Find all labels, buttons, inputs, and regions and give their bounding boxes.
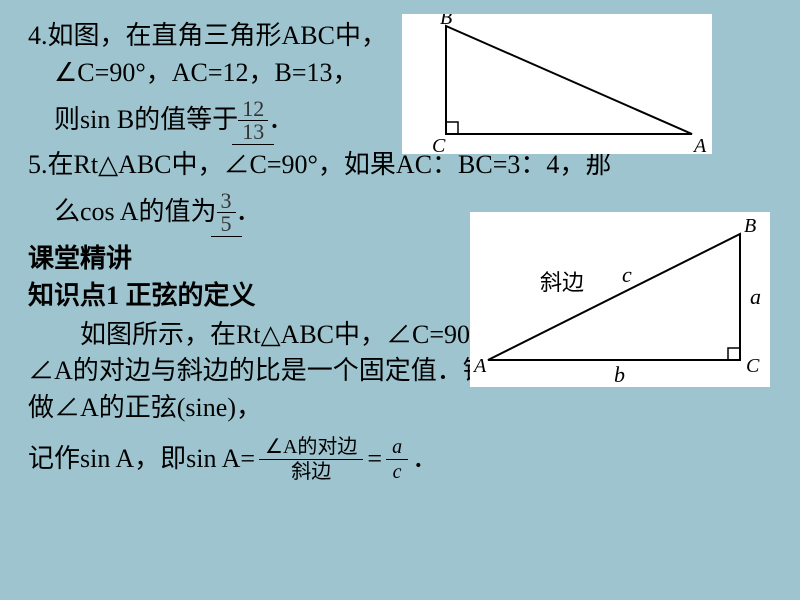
svg-text:b: b: [614, 362, 625, 387]
svg-text:a: a: [750, 284, 761, 309]
svg-text:斜边: 斜边: [540, 270, 584, 295]
triangle-1-svg: B C A: [402, 14, 712, 154]
svg-text:C: C: [432, 135, 446, 154]
lecture-formula: 记作sin A，即sin A= ∠A的对边 斜边 = a c ．: [28, 435, 772, 484]
svg-text:C: C: [746, 355, 760, 377]
svg-text:c: c: [622, 262, 632, 287]
figure-triangle-2: A B C 斜边 c a b: [470, 212, 770, 387]
fraction-opposite-over-hyp: ∠A的对边 斜边: [259, 435, 363, 484]
figure-triangle-1: B C A: [402, 14, 712, 154]
q4-blank-fraction: 12 13: [238, 98, 268, 143]
q5-blank-fraction: 3 5: [217, 190, 236, 235]
triangle-2-svg: A B C 斜边 c a b: [470, 212, 770, 387]
svg-text:B: B: [744, 215, 756, 237]
svg-text:A: A: [692, 135, 707, 154]
svg-text:A: A: [472, 355, 487, 377]
svg-text:B: B: [440, 14, 452, 29]
fraction-a-over-c: a c: [386, 435, 408, 484]
